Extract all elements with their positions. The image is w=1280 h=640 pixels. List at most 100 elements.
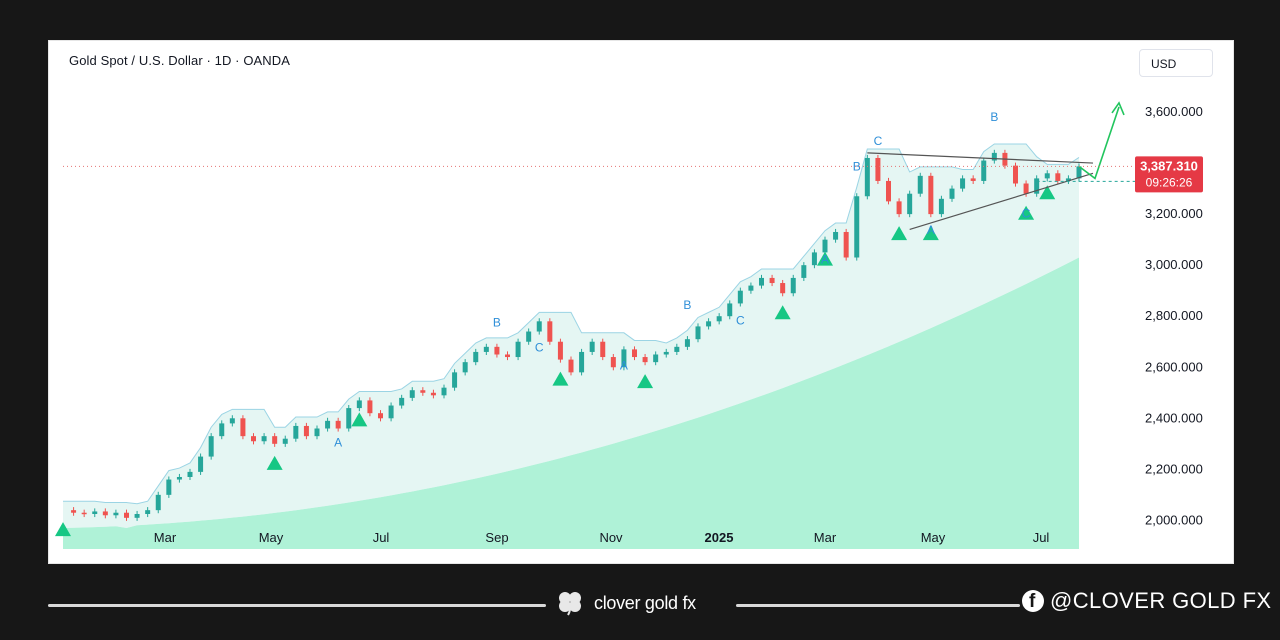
- wave-marker: [1018, 205, 1035, 220]
- candle-body: [166, 479, 172, 495]
- candle-body: [663, 351, 669, 355]
- chart-title: Gold Spot / U.S. Dollar · 1D · OANDA: [69, 53, 291, 68]
- candle-body: [282, 438, 288, 444]
- brand-name: clover gold fx: [594, 592, 696, 613]
- candle-body: [759, 277, 764, 286]
- x-tick-label: Sep: [485, 530, 508, 545]
- candle-body: [81, 512, 87, 515]
- price-tag-countdown: 09:26:26: [1146, 175, 1193, 189]
- candle-body: [1023, 183, 1029, 194]
- candle-body: [420, 390, 426, 393]
- upper-envelope: [63, 143, 1080, 505]
- candle-body: [409, 390, 415, 398]
- candle-body: [1065, 178, 1071, 181]
- candle-body: [113, 512, 119, 516]
- candle-body: [790, 277, 796, 294]
- candle-body: [632, 349, 637, 358]
- candle-body: [991, 152, 997, 161]
- resistance-line: [867, 152, 1094, 164]
- candle-body: [769, 277, 775, 284]
- candle-body: [441, 387, 447, 396]
- candle-body: [896, 201, 902, 215]
- candle-body: [356, 400, 362, 409]
- wave-marker: [774, 305, 791, 320]
- candle-body: [71, 510, 77, 513]
- x-tick-label: Mar: [154, 530, 177, 545]
- candle-body: [124, 512, 129, 518]
- candle-body: [187, 471, 193, 477]
- candle-body: [346, 408, 352, 429]
- candle-body: [430, 392, 436, 396]
- wave-label: A: [620, 358, 628, 372]
- candle-body: [600, 341, 606, 358]
- candle-body: [1034, 178, 1040, 194]
- candle-body: [727, 303, 733, 317]
- x-axis: Mar May Jul Sep Nov 2025 Mar May Jul: [154, 530, 1050, 545]
- wave-label: C: [736, 314, 745, 328]
- candle-body: [208, 436, 214, 457]
- wave-label: B: [853, 159, 861, 173]
- candle-body: [261, 436, 267, 442]
- candle-body: [367, 400, 373, 414]
- candle-body: [833, 231, 839, 240]
- arrow-head: [1111, 101, 1125, 116]
- candle-body: [568, 359, 574, 373]
- footer-divider-right: [736, 604, 1020, 607]
- candle-body: [907, 193, 913, 215]
- x-tick-label: May: [259, 530, 284, 545]
- y-tick-label: 3,600.000: [1145, 104, 1203, 119]
- candle-body: [251, 436, 256, 442]
- y-tick-label: 2,000.000: [1145, 512, 1203, 527]
- candle-body: [452, 372, 458, 388]
- support-line: [909, 172, 1094, 231]
- price-tag-box: [1135, 156, 1203, 193]
- candle-body: [970, 178, 976, 181]
- candle-body: [314, 428, 320, 437]
- candle-body: [886, 180, 891, 202]
- clover-icon: [559, 592, 581, 616]
- footer-divider-left: [48, 604, 546, 607]
- candle-body: [335, 420, 341, 429]
- candle-body: [240, 418, 246, 437]
- candle-body: [515, 341, 521, 358]
- candle-body: [811, 252, 817, 266]
- wave-marker: [891, 226, 908, 241]
- price-tag-layer: 3,387.310 09:26:26: [63, 156, 1203, 193]
- candle-body: [399, 397, 405, 406]
- candle-body: [547, 321, 553, 342]
- candle-body: [494, 346, 500, 355]
- candle-body: [526, 331, 532, 342]
- wave-marker: [552, 371, 569, 386]
- candle-body: [780, 283, 786, 294]
- social-handle-text: @CLOVER GOLD FX: [1050, 588, 1272, 613]
- candle-body: [610, 357, 616, 368]
- candle-body: [536, 321, 542, 332]
- candle-body: [706, 321, 712, 327]
- x-tick-label: Mar: [814, 530, 837, 545]
- wave-label: A: [927, 223, 935, 237]
- candle-body: [938, 198, 944, 215]
- facebook-icon: f: [1022, 590, 1044, 612]
- candle-body: [695, 326, 701, 340]
- currency-selector[interactable]: USD: [1139, 49, 1213, 77]
- wave-marker: [637, 374, 654, 389]
- candle-body: [960, 178, 966, 189]
- candle-body: [854, 196, 860, 258]
- candle-body: [642, 357, 648, 363]
- candle-body: [483, 346, 489, 352]
- candle-body: [684, 339, 690, 347]
- wave-label: C: [535, 340, 544, 354]
- wave-label: C: [1022, 207, 1031, 221]
- wave-marker: [266, 455, 283, 470]
- x-tick-label: Jul: [373, 530, 390, 545]
- wave-marker: [817, 251, 833, 266]
- candle-body: [176, 476, 182, 480]
- candle-body: [102, 511, 108, 516]
- candle-body: [864, 157, 870, 197]
- candle-body: [716, 316, 722, 322]
- social-handle[interactable]: f @CLOVER GOLD FX: [1022, 586, 1272, 616]
- wave-marker: [922, 226, 939, 241]
- candle-body: [378, 413, 383, 419]
- candle-body: [1055, 173, 1061, 181]
